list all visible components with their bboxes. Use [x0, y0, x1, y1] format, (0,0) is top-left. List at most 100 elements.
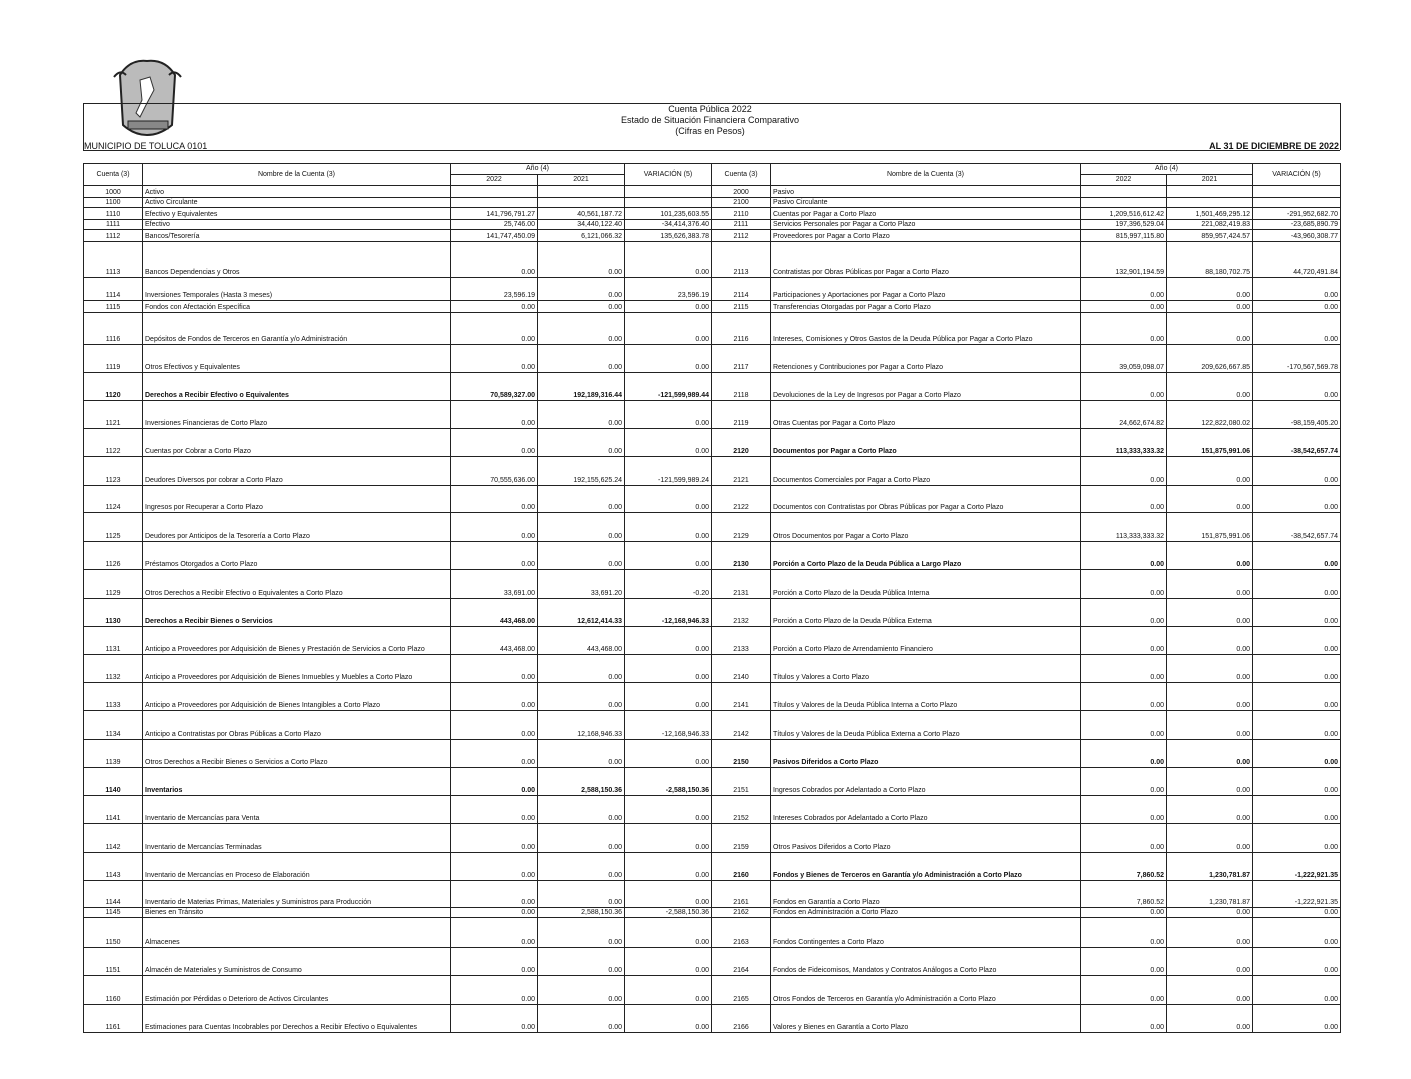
account-code-right: 2161 [711, 880, 771, 908]
account-code-left: 1116 [83, 312, 143, 345]
table-row: 1119 Otros Efectivos y Equivalentes 0.00 0.… [83, 344, 1341, 373]
amount-2022-left: 0.00 [450, 767, 538, 796]
variation-left: 0.00 [624, 428, 712, 457]
amount-2022-right: 0.00 [1080, 654, 1167, 683]
account-code-right: 2112 [711, 229, 771, 242]
amount-2022-right: 0.00 [1080, 975, 1167, 1005]
account-name-left: Otros Derechos a Recibir Efectivo o Equi… [142, 569, 451, 599]
amount-2021-left [537, 185, 625, 198]
col-cuenta-left: Cuenta (3) [83, 163, 143, 186]
table-row: 1114 Inversiones Temporales (Hasta 3 mese… [83, 277, 1341, 301]
variation-left: 0.00 [624, 344, 712, 373]
amount-2022-right: 132,901,194.59 [1080, 241, 1167, 278]
amount-2021-right: 0.00 [1166, 917, 1253, 948]
account-code-right: 2115 [711, 300, 771, 313]
variation-right: -43,960,308.77 [1252, 229, 1341, 242]
table-row: 1111 Efectivo 25,746.00 34,440,122.40 -34,41… [83, 219, 1341, 230]
amount-2021-left: 0.00 [537, 512, 625, 542]
account-code-left: 1126 [83, 541, 143, 570]
account-name-left: Inventario de Materias Primas, Materiale… [142, 880, 451, 908]
amount-2022-right: 0.00 [1080, 917, 1167, 948]
amount-2022-right: 24,662,674.82 [1080, 400, 1167, 429]
table-row: 1133 Anticipo a Proveedores por Adquisici… [83, 682, 1341, 711]
amount-2022-left: 141,796,791.27 [450, 207, 538, 220]
amount-2021-right: 122,822,080.02 [1166, 400, 1253, 429]
amount-2021-left: 40,561,187.72 [537, 207, 625, 220]
amount-2022-right: 0.00 [1080, 682, 1167, 711]
table-row: 1123 Deudores Diversos por cobrar a Corto… [83, 456, 1341, 486]
variation-left: -0.20 [624, 569, 712, 599]
variation-right: 0.00 [1252, 372, 1341, 401]
amount-2021-right: 0.00 [1166, 598, 1253, 627]
account-code-left: 1121 [83, 400, 143, 429]
amount-2021-right: 0.00 [1166, 277, 1253, 301]
account-name-right: Otros Fondos de Terceros en Garantía y/o… [770, 975, 1081, 1005]
amount-2022-right: 0.00 [1080, 823, 1167, 853]
amount-2022-left: 0.00 [450, 947, 538, 976]
amount-2021-left: 2,588,150.36 [537, 767, 625, 796]
amount-2021-right: 1,230,781.87 [1166, 880, 1253, 908]
variation-right: 0.00 [1252, 739, 1341, 768]
header-rule [83, 103, 1340, 104]
variation-left [624, 197, 712, 208]
amount-2021-left: 0.00 [537, 400, 625, 429]
table-row: 1134 Anticipo a Contratistas por Obras Pú… [83, 710, 1341, 740]
variation-right: 0.00 [1252, 975, 1341, 1005]
account-code-right: 2110 [711, 207, 771, 220]
amount-2022-left: 0.00 [450, 344, 538, 373]
variation-right: 0.00 [1252, 710, 1341, 740]
table-row: 1122 Cuentas por Cobrar a Corto Plazo 0.00… [83, 428, 1341, 457]
account-name-right: Cuentas por Pagar a Corto Plazo [770, 207, 1081, 220]
variation-left: 0.00 [624, 947, 712, 976]
amount-2022-right: 0.00 [1080, 626, 1167, 655]
amount-2022-right: 815,997,115.80 [1080, 229, 1167, 242]
account-name-left: Almacén de Materiales y Suministros de C… [142, 947, 451, 976]
account-name-right: Intereses, Comisiones y Otros Gastos de … [770, 312, 1081, 345]
amount-2021-left: 0.00 [537, 485, 625, 513]
amount-2022-right: 7,860.52 [1080, 852, 1167, 881]
variation-left: 0.00 [624, 975, 712, 1005]
account-code-left: 1134 [83, 710, 143, 740]
account-name-right: Participaciones y Aportaciones por Pagar… [770, 277, 1081, 301]
variation-left: 0.00 [624, 682, 712, 711]
variation-left: 135,626,383.78 [624, 229, 712, 242]
amount-2022-right: 0.00 [1080, 907, 1167, 918]
variation-left: -121,599,989.44 [624, 372, 712, 401]
variation-left: 0.00 [624, 823, 712, 853]
account-name-left: Bancos Dependencias y Otros [142, 241, 451, 278]
account-code-right: 2121 [711, 456, 771, 486]
amount-2022-left: 0.00 [450, 400, 538, 429]
variation-left: 0.00 [624, 300, 712, 313]
amount-2021-left: 0.00 [537, 739, 625, 768]
account-name-left: Inventario de Mercancías en Proceso de E… [142, 852, 451, 881]
variation-right: -98,159,405.20 [1252, 400, 1341, 429]
amount-2022-left: 0.00 [450, 300, 538, 313]
account-name-right: Fondos de Fideicomisos, Mandatos y Contr… [770, 947, 1081, 976]
col-2021-right: 2021 [1166, 174, 1253, 186]
amount-2022-right: 0.00 [1080, 456, 1167, 486]
account-name-right: Documentos Comerciales por Pagar a Corto… [770, 456, 1081, 486]
variation-right: 0.00 [1252, 1004, 1341, 1033]
amount-2022-right: 0.00 [1080, 598, 1167, 627]
variation-left: -12,168,946.33 [624, 710, 712, 740]
amount-2022-left: 443,468.00 [450, 598, 538, 627]
variation-right [1252, 185, 1341, 198]
amount-2021-right: 0.00 [1166, 541, 1253, 570]
variation-right: 0.00 [1252, 654, 1341, 683]
variation-left: 0.00 [624, 880, 712, 908]
header-rule-bottom [83, 150, 1340, 151]
variation-right: -38,542,657.74 [1252, 512, 1341, 542]
amount-2021-right: 0.00 [1166, 372, 1253, 401]
account-name-right: Contratistas por Obras Públicas por Paga… [770, 241, 1081, 278]
table-row: 1116 Depósitos de Fondos de Terceros en G… [83, 312, 1341, 345]
account-code-right: 2111 [711, 219, 771, 230]
table-row: 1121 Inversiones Financieras de Corto Pla… [83, 400, 1341, 429]
table-row: 1112 Bancos/Tesorería 141,747,450.09 6,121,… [83, 229, 1341, 242]
variation-right: 0.00 [1252, 456, 1341, 486]
variation-right: 0.00 [1252, 277, 1341, 301]
variation-right: 0.00 [1252, 907, 1341, 918]
variation-left: 101,235,603.55 [624, 207, 712, 220]
account-name-right: Intereses Cobrados por Adelantado a Cort… [770, 795, 1081, 824]
account-code-right: 2166 [711, 1004, 771, 1033]
amount-2022-left: 0.00 [450, 852, 538, 881]
